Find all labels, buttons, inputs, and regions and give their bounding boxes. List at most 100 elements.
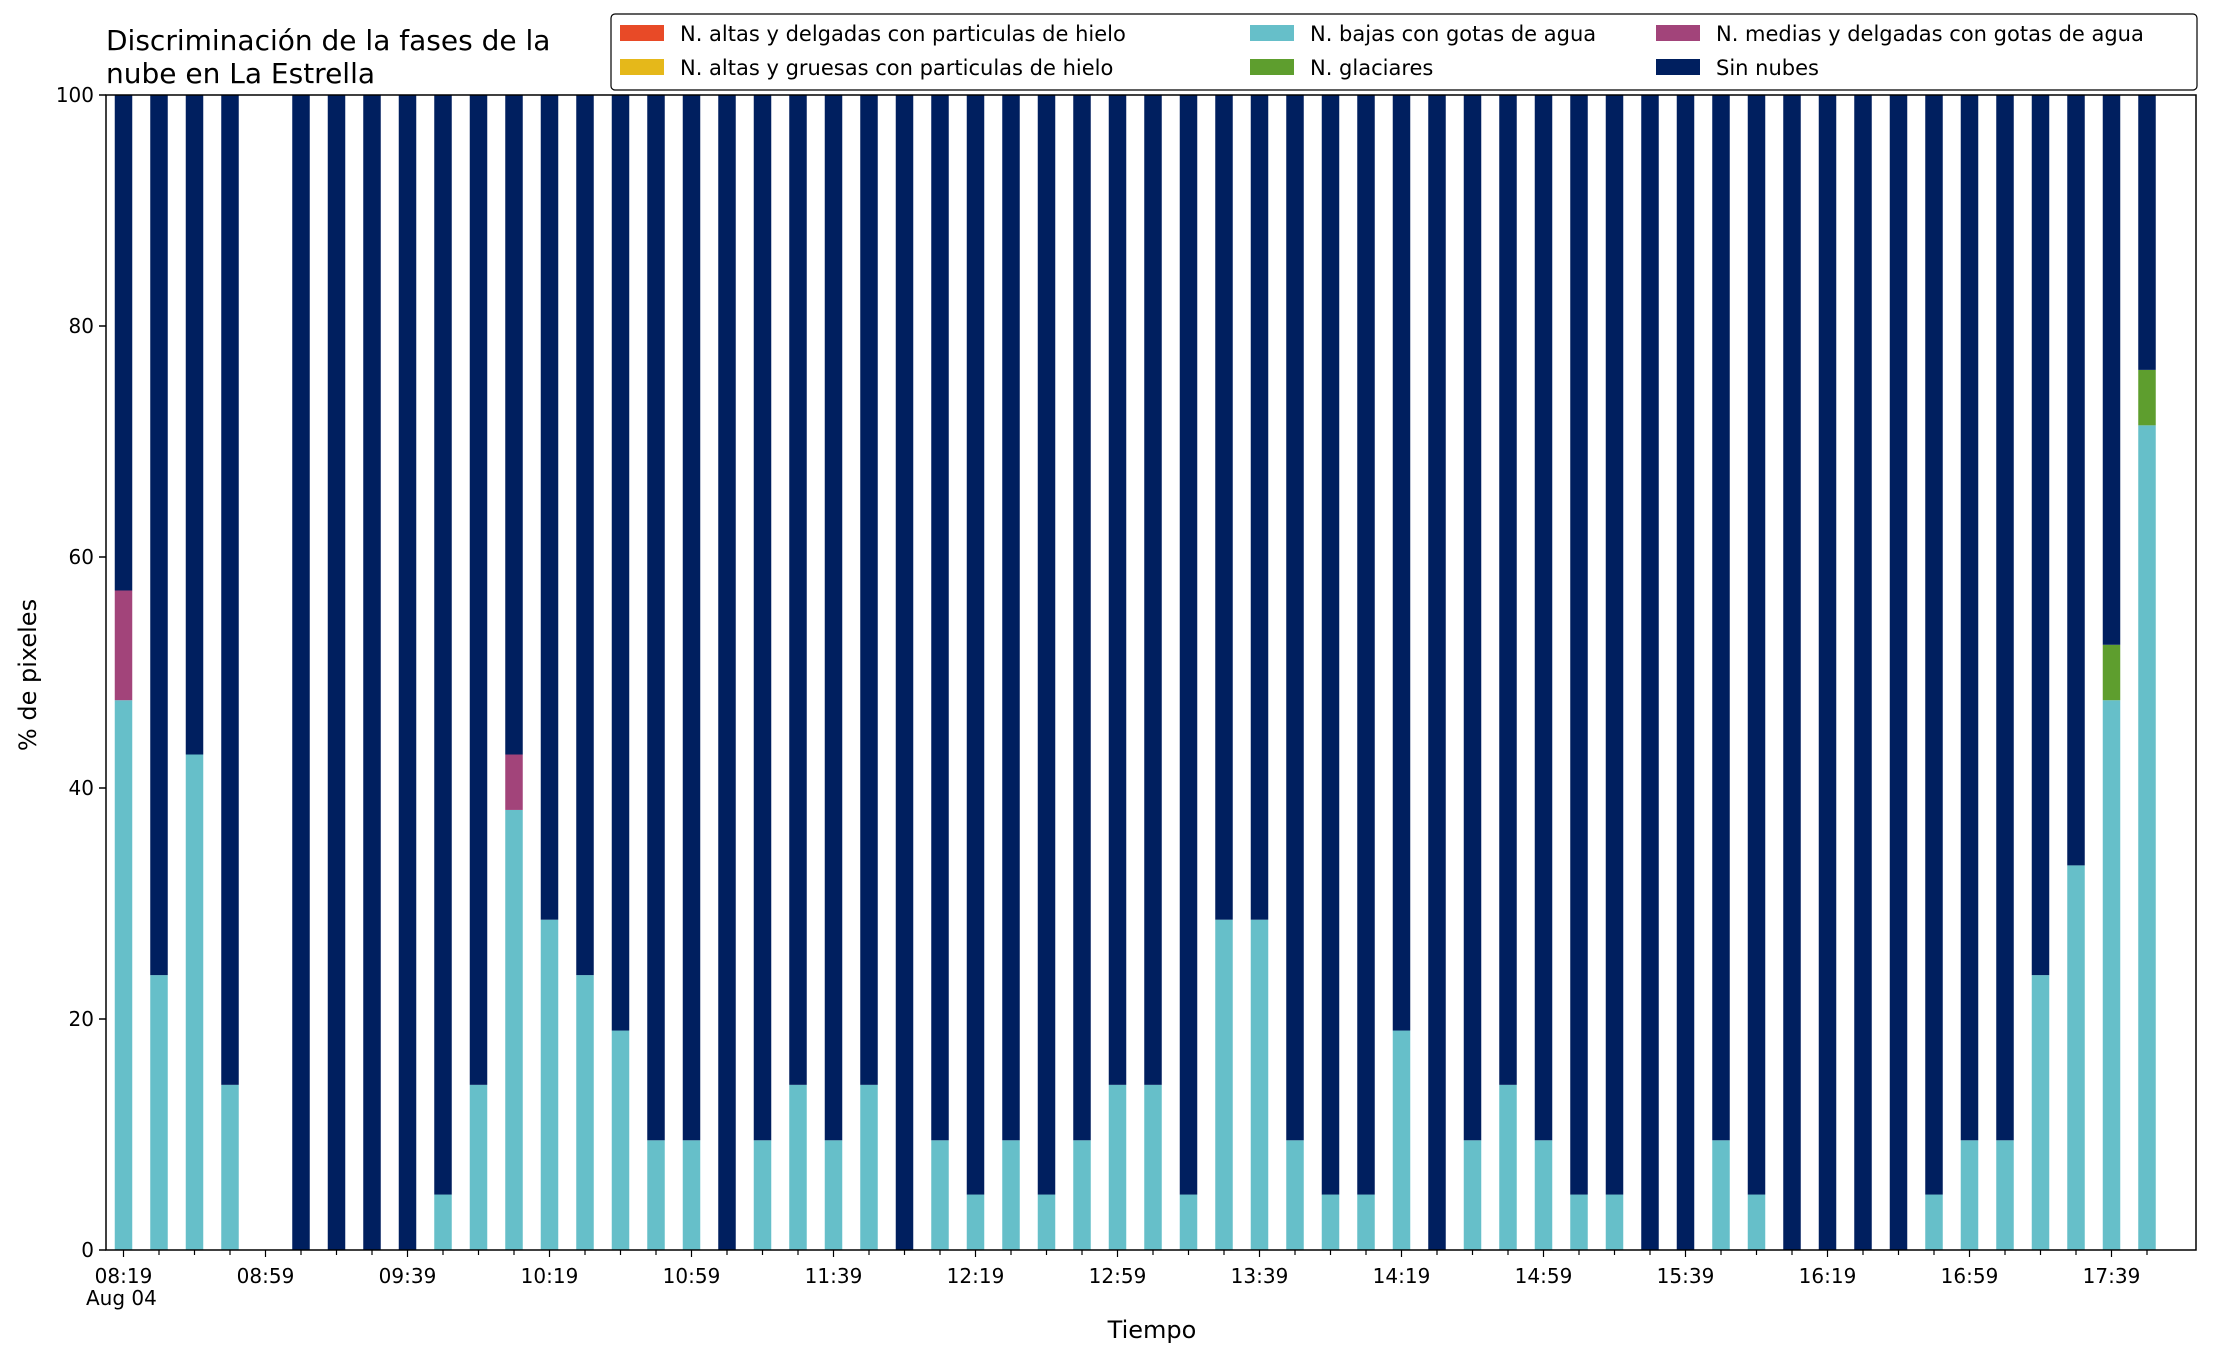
- bar-segment-1239-s2: [1037, 1194, 1056, 1250]
- bar-segment-1419-s5: [1392, 95, 1411, 1031]
- bar-segment-1719-s2: [2031, 975, 2050, 1250]
- bar-segment-1449-s2: [1499, 1084, 1517, 1250]
- bar-segment-1039-s5: [611, 95, 630, 1031]
- x-tick-label: 13:39: [1231, 1264, 1289, 1288]
- x-axis-label: Tiempo: [1107, 1316, 1197, 1344]
- x-tick-label: 16:59: [1941, 1264, 1999, 1288]
- bar-segment-1159-s5: [895, 95, 914, 1250]
- bar-segment-1539-s5: [1676, 95, 1695, 1250]
- bar-segment-1009-s4: [505, 754, 523, 810]
- y-tick-label: 40: [69, 776, 94, 800]
- bar-segment-1319-s5: [1179, 95, 1198, 1195]
- x-axis-ticks: 08:19 08:59 09:39 10:19 10:59 11:39 12:19 12:59…: [95, 1250, 2148, 1288]
- bar-segment-1619-s5: [1818, 95, 1837, 1250]
- legend-swatch: [1656, 59, 1700, 75]
- legend-label: N. altas y gruesas con particulas de hie…: [680, 56, 1113, 80]
- bar-segment-1509-s5: [1570, 95, 1588, 1195]
- bar-segment-0829-s5: [150, 95, 168, 976]
- legend-label: Sin nubes: [1716, 56, 1819, 80]
- bar-segment-0929-s5: [363, 95, 381, 1250]
- bar-segment-1219-s5: [966, 95, 985, 1195]
- bar-segment-0939-s5: [398, 95, 417, 1250]
- bar-segment-1729-s2: [2067, 865, 2085, 1250]
- bar-segment-1629-s5: [1854, 95, 1872, 1250]
- bar-segment-1249-s5: [1073, 95, 1091, 1141]
- bar-segment-1149-s2: [860, 1084, 878, 1250]
- bar-segment-0829-s2: [150, 975, 168, 1250]
- bar-segment-1059-s5: [682, 95, 701, 1141]
- bar-segment-1729-s5: [2067, 95, 2085, 866]
- bar-segment-1029-s2: [576, 975, 594, 1250]
- bar-segment-1509-s2: [1570, 1194, 1588, 1250]
- bar-segment-1039-s2: [611, 1030, 630, 1250]
- bar-segment-1719-s5: [2031, 95, 2050, 976]
- bar-segment-1139-s2: [824, 1140, 843, 1250]
- legend-swatch: [620, 25, 664, 41]
- bar-segment-1349-s2: [1286, 1140, 1304, 1250]
- chart-title-line-2: nube en La Estrella: [106, 57, 375, 90]
- bar-segment-0849-s5: [221, 95, 239, 1085]
- bar-segment-1649-s5: [1925, 95, 1943, 1195]
- bar-segment-0819-s4: [114, 590, 133, 701]
- x-tick-label: 17:39: [2083, 1264, 2141, 1288]
- legend-box: [610, 13, 2198, 91]
- bar-segment-1019-s2: [540, 919, 559, 1250]
- bar-segment-0819-s5: [114, 95, 133, 591]
- bar-segment-1549-s2: [1712, 1140, 1730, 1250]
- x-tick-label: 16:19: [1799, 1264, 1857, 1288]
- bar-segment-0839-s2: [185, 754, 204, 1250]
- y-tick-label: 100: [56, 83, 94, 107]
- bar-segment-0959-s2: [469, 1084, 488, 1250]
- bar-segment-1359-s5: [1321, 95, 1340, 1195]
- bar-segment-1739-s2: [2102, 700, 2121, 1250]
- chart-title-line-1: Discriminación de la fases de la: [106, 24, 550, 57]
- bar-segment-1749-s2: [2138, 425, 2156, 1251]
- bar-segment-1229-s2: [1002, 1140, 1020, 1250]
- bar-segment-1459-s5: [1534, 95, 1553, 1141]
- bar-segment-1659-s2: [1960, 1140, 1979, 1250]
- bar-segment-1009-s2: [505, 809, 523, 1250]
- bar-segment-1559-s2: [1747, 1194, 1766, 1250]
- legend-label: N. bajas con gotas de agua: [1310, 22, 1596, 46]
- bar-segment-1309-s2: [1144, 1084, 1162, 1250]
- legend-label: N. medias y delgadas con gotas de agua: [1716, 22, 2144, 46]
- bar-segment-1149-s5: [860, 95, 878, 1085]
- bar-segment-1419-s2: [1392, 1030, 1411, 1250]
- bar-segment-0949-s5: [434, 95, 452, 1195]
- bar-segment-1059-s2: [682, 1140, 701, 1250]
- bar-segment-1339-s2: [1250, 919, 1269, 1250]
- bar-segment-1639-s5: [1889, 95, 1908, 1250]
- x-axis-date-label: Aug 04: [86, 1286, 157, 1310]
- bar-segment-1709-s5: [1996, 95, 2014, 1141]
- bar-segment-1239-s5: [1037, 95, 1056, 1195]
- bar-segment-1329-s5: [1215, 95, 1233, 920]
- y-tick-label: 0: [81, 1238, 94, 1262]
- x-tick-label: 12:19: [947, 1264, 1005, 1288]
- bar-segment-1739-s5: [2102, 95, 2121, 645]
- bar-segment-0849-s2: [221, 1084, 239, 1250]
- bar-segment-1009-s5: [505, 95, 523, 755]
- bar-segment-1549-s5: [1712, 95, 1730, 1141]
- bar-segment-1129-s5: [789, 95, 807, 1085]
- bar-segment-1259-s2: [1108, 1084, 1127, 1250]
- bar-segment-1029-s5: [576, 95, 594, 976]
- bar-segment-1529-s5: [1641, 95, 1659, 1250]
- y-tick-label: 60: [69, 545, 94, 569]
- x-tick-label: 15:39: [1657, 1264, 1715, 1288]
- bar-segment-0839-s5: [185, 95, 204, 755]
- bar-segment-1749-s5: [2138, 95, 2156, 370]
- bar-segment-1709-s2: [1996, 1140, 2014, 1250]
- legend-swatch: [620, 59, 664, 75]
- x-tick-label: 09:39: [379, 1264, 437, 1288]
- y-axis-label: % de pixeles: [14, 599, 42, 751]
- bar-segment-1249-s2: [1073, 1140, 1091, 1250]
- bar-segment-1429-s5: [1428, 95, 1446, 1250]
- y-tick-label: 80: [69, 314, 94, 338]
- bars-layer: [114, 95, 2156, 1251]
- bar-segment-1309-s5: [1144, 95, 1162, 1085]
- bar-segment-1609-s5: [1783, 95, 1801, 1250]
- bar-segment-0919-s5: [327, 95, 346, 1250]
- plot-frame: [105, 94, 2197, 1251]
- bar-segment-1649-s2: [1925, 1194, 1943, 1250]
